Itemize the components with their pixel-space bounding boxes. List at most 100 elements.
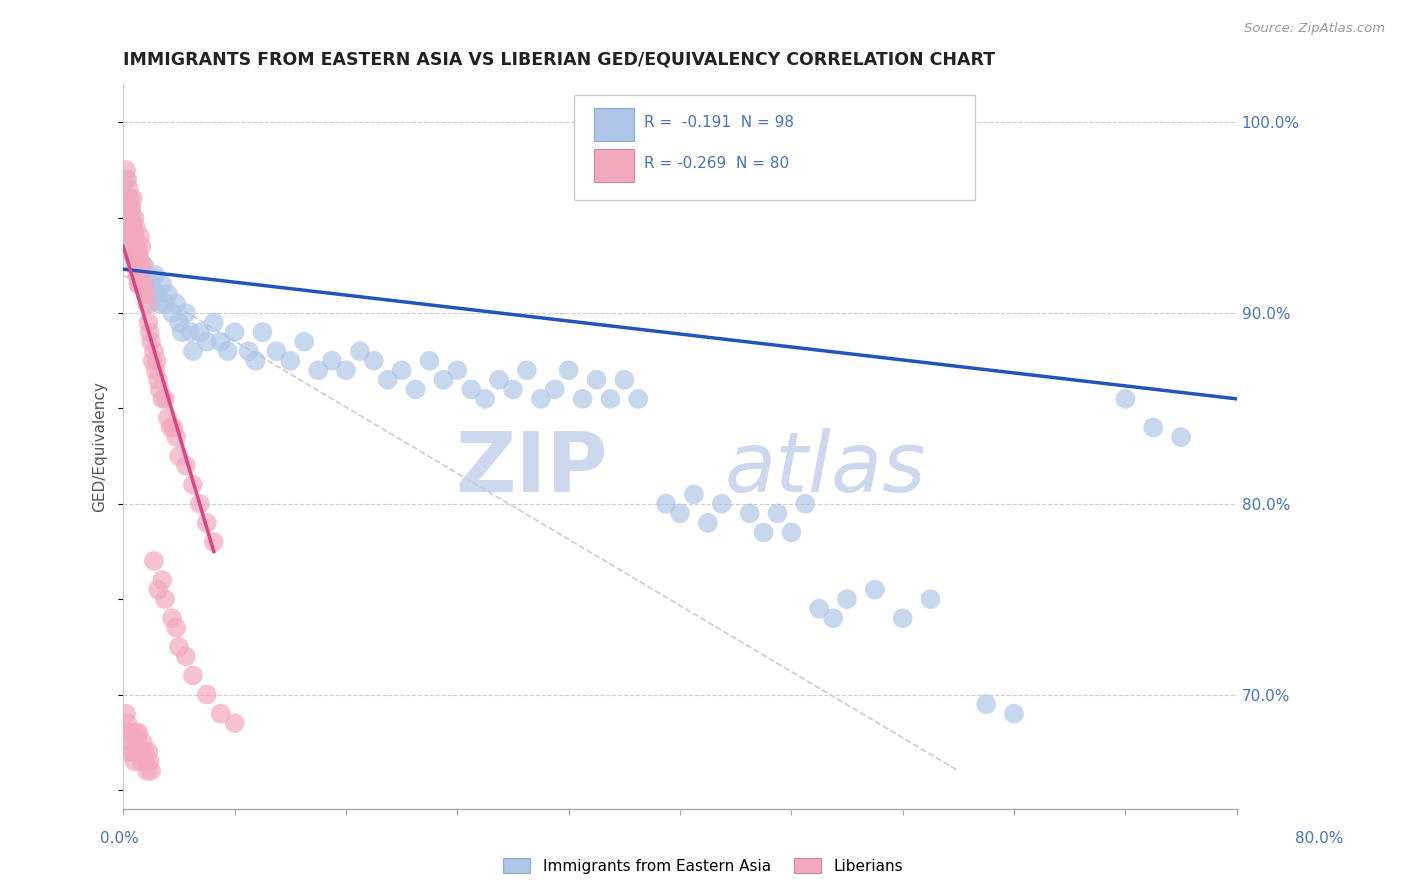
Point [488, 373, 510, 387]
Point [134, 258, 156, 272]
Point [153, 392, 176, 406]
Point [131, 268, 153, 282]
Point [122, 249, 145, 263]
Point [683, 487, 706, 501]
Point [599, 392, 621, 406]
Point [224, 716, 246, 731]
Point [224, 325, 246, 339]
Point [122, 745, 145, 759]
Point [1142, 420, 1164, 434]
Point [127, 239, 149, 253]
Point [195, 516, 218, 530]
Point [128, 249, 150, 263]
Point [121, 229, 143, 244]
Point [391, 363, 413, 377]
Point [148, 296, 170, 310]
Point [136, 296, 159, 310]
Point [160, 611, 183, 625]
Point [156, 411, 179, 425]
Point [129, 258, 152, 272]
FancyBboxPatch shape [595, 108, 634, 142]
Point [136, 764, 159, 778]
Point [474, 392, 496, 406]
Point [131, 754, 153, 768]
Point [217, 344, 239, 359]
Point [179, 325, 201, 339]
Point [125, 220, 148, 235]
Y-axis label: GED/Equivalency: GED/Equivalency [93, 381, 107, 512]
Point [115, 172, 138, 186]
Point [766, 506, 789, 520]
Point [669, 506, 692, 520]
Point [118, 211, 141, 225]
Point [139, 334, 162, 349]
Text: R =  -0.191  N = 98: R = -0.191 N = 98 [644, 115, 794, 130]
Point [202, 535, 225, 549]
Point [446, 363, 468, 377]
Point [122, 220, 145, 235]
Point [278, 353, 301, 368]
Point [209, 706, 232, 721]
Text: 80.0%: 80.0% [1295, 831, 1343, 847]
Point [167, 449, 190, 463]
Point [780, 525, 803, 540]
Point [181, 668, 204, 682]
Point [142, 344, 165, 359]
Point [139, 325, 162, 339]
Point [135, 287, 157, 301]
FancyBboxPatch shape [574, 95, 976, 200]
Text: R = -0.269  N = 80: R = -0.269 N = 80 [644, 156, 790, 171]
Point [121, 239, 143, 253]
Point [139, 754, 162, 768]
Point [516, 363, 538, 377]
Point [363, 353, 385, 368]
Point [121, 211, 143, 225]
Point [432, 373, 454, 387]
Point [115, 706, 138, 721]
Point [132, 735, 155, 749]
Text: 0.0%: 0.0% [100, 831, 139, 847]
Point [129, 229, 152, 244]
Point [124, 211, 146, 225]
Point [146, 287, 169, 301]
Point [1281, 192, 1303, 206]
Point [752, 525, 775, 540]
Point [335, 363, 357, 377]
Point [162, 420, 184, 434]
Point [148, 382, 170, 396]
Point [122, 192, 145, 206]
Point [135, 287, 157, 301]
Point [165, 296, 187, 310]
Text: ZIP: ZIP [456, 428, 607, 508]
Point [174, 649, 197, 664]
Point [1002, 706, 1025, 721]
Point [159, 420, 181, 434]
Point [307, 363, 329, 377]
Point [167, 316, 190, 330]
Point [835, 592, 858, 607]
Point [349, 344, 371, 359]
Point [530, 392, 553, 406]
Point [156, 287, 179, 301]
Point [139, 296, 162, 310]
Point [124, 229, 146, 244]
Point [170, 325, 193, 339]
Point [153, 296, 176, 310]
Point [150, 573, 173, 587]
Legend: Immigrants from Eastern Asia, Liberians: Immigrants from Eastern Asia, Liberians [496, 852, 910, 880]
Point [292, 334, 315, 349]
Point [710, 497, 733, 511]
Text: Source: ZipAtlas.com: Source: ZipAtlas.com [1244, 22, 1385, 36]
Point [165, 430, 187, 444]
Point [138, 316, 160, 330]
Point [121, 201, 143, 215]
Point [145, 353, 167, 368]
Point [138, 745, 160, 759]
Point [122, 220, 145, 235]
Point [127, 268, 149, 282]
Point [174, 306, 197, 320]
Point [188, 497, 211, 511]
Point [146, 373, 169, 387]
Point [138, 287, 160, 301]
Point [129, 258, 152, 272]
